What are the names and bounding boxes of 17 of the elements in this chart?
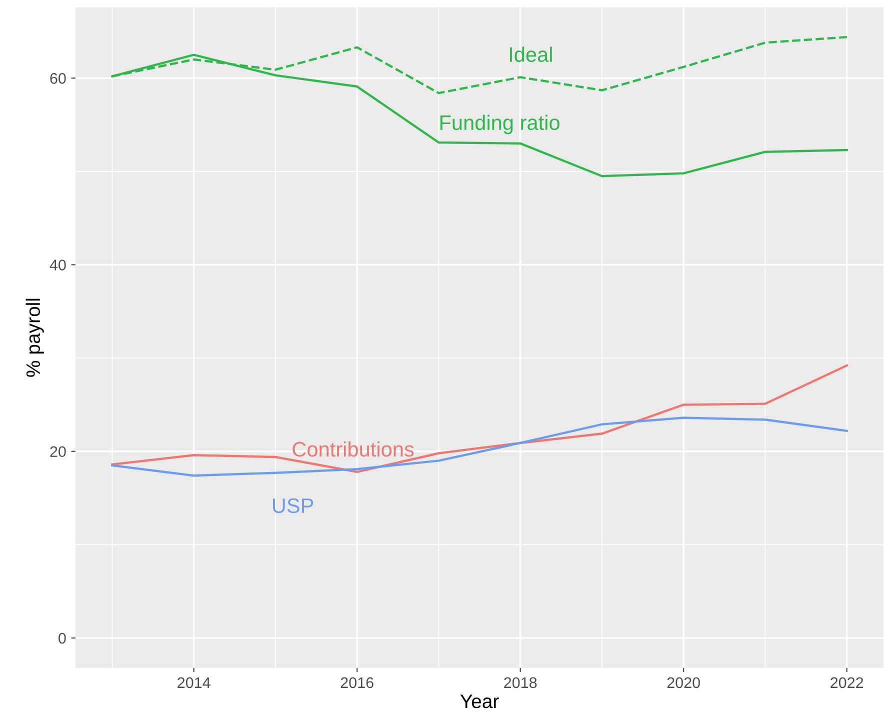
- y-tick-label: 40: [50, 260, 66, 270]
- series-label: Funding ratio: [440, 114, 560, 134]
- y-tick-label: 0: [58, 632, 66, 644]
- series-label: USP: [272, 498, 314, 514]
- y-tick-label: 60: [50, 73, 66, 84]
- y-tick-label: 20: [50, 446, 66, 458]
- x-tick-label: 2020: [667, 677, 700, 688]
- x-tick-label: 2018: [504, 677, 537, 688]
- x-tick-label: 2022: [830, 677, 864, 688]
- line-series: [111, 364, 848, 474]
- x-tick-label: 2016: [340, 677, 374, 688]
- x-axis-title: Year: [460, 694, 499, 708]
- series-label: Contributions: [292, 441, 414, 457]
- x-tick-label: 2014: [178, 677, 210, 688]
- y-axis-title: % payroll: [26, 298, 44, 377]
- line-series: [111, 416, 848, 477]
- series-label: Ideal: [510, 46, 552, 62]
